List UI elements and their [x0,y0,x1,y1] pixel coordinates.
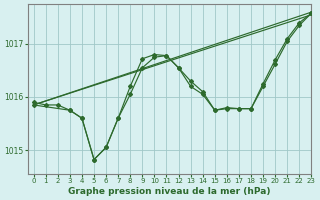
X-axis label: Graphe pression niveau de la mer (hPa): Graphe pression niveau de la mer (hPa) [68,187,271,196]
